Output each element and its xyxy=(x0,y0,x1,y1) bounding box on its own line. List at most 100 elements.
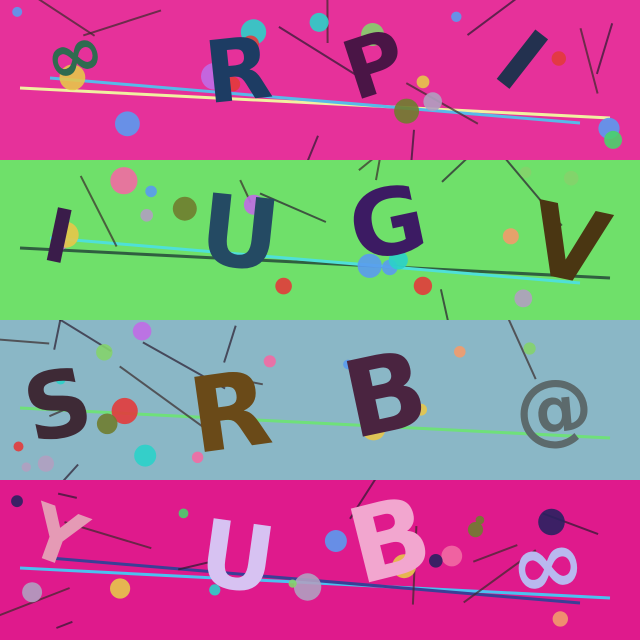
noise-dot xyxy=(467,522,484,538)
noise-dot xyxy=(604,130,623,149)
noise-dot xyxy=(552,611,568,627)
noise-line xyxy=(0,587,70,617)
noise-line xyxy=(375,160,381,181)
noise-dot xyxy=(538,508,565,536)
noise-dot xyxy=(392,554,417,579)
noise-line xyxy=(223,325,237,363)
noise-line xyxy=(142,341,226,390)
noise-line xyxy=(57,492,78,499)
noise-line xyxy=(472,544,518,563)
noise-line xyxy=(405,82,479,125)
noise-dot xyxy=(96,413,118,435)
noise-dot xyxy=(357,253,382,278)
noise-layer xyxy=(0,320,611,480)
captcha-char: U xyxy=(192,499,282,616)
captcha-band-3: S R B @ xyxy=(0,320,640,480)
noise-dot xyxy=(21,462,31,472)
noise-dot xyxy=(441,545,463,567)
noise-dot xyxy=(523,342,536,355)
noise-dot xyxy=(52,221,79,248)
noise-line xyxy=(49,402,80,418)
noise-dot xyxy=(361,23,385,46)
noise-layer xyxy=(12,0,623,160)
noise-dot xyxy=(394,502,405,513)
noise-line xyxy=(505,160,563,227)
noise-line xyxy=(82,9,162,37)
noise-line xyxy=(79,175,118,247)
noise-line xyxy=(349,480,376,520)
captcha-char: R xyxy=(199,17,277,125)
noise-line xyxy=(56,620,73,629)
noise-line xyxy=(507,320,537,380)
noise-dot xyxy=(451,11,462,22)
noise-dot xyxy=(209,584,221,596)
noise-dot xyxy=(324,530,347,552)
noise-dot xyxy=(191,451,204,463)
noise-dot xyxy=(132,321,152,341)
noise-line xyxy=(19,86,611,120)
noise-line xyxy=(58,320,112,353)
noise-line xyxy=(579,27,599,94)
noise-line xyxy=(463,549,537,604)
noise-line xyxy=(595,23,614,75)
noise-dot xyxy=(413,276,433,296)
noise-dot xyxy=(551,51,566,66)
noise-line xyxy=(19,246,611,280)
noise-line xyxy=(441,160,467,183)
noise-dot xyxy=(110,167,138,195)
noise-dot xyxy=(275,277,292,295)
noise-line xyxy=(278,26,362,79)
noise-line xyxy=(0,338,50,345)
noise-dot xyxy=(13,441,24,452)
noise-dot xyxy=(22,582,43,603)
noise-dot xyxy=(59,64,86,91)
captcha-char: R xyxy=(181,346,279,478)
captcha-char: U xyxy=(194,173,286,295)
noise-dot xyxy=(288,579,297,588)
noise-dot xyxy=(134,444,157,467)
noise-dot xyxy=(388,250,408,270)
noise-dot xyxy=(563,170,579,186)
noise-dot xyxy=(415,403,427,416)
noise-dot xyxy=(140,209,153,222)
noise-line xyxy=(358,160,374,171)
noise-dot xyxy=(343,359,353,370)
noise-layer xyxy=(0,480,611,629)
noise-dot xyxy=(361,416,386,441)
noise-dot xyxy=(37,455,55,472)
noise-dot xyxy=(243,194,264,215)
noise-line xyxy=(119,365,209,432)
noise-line xyxy=(49,236,581,285)
noise-dot xyxy=(115,111,140,137)
noise-dot xyxy=(263,355,276,368)
noise-layer xyxy=(19,160,611,320)
noise-line xyxy=(591,224,596,231)
noise-dot xyxy=(429,554,443,568)
noise-line xyxy=(64,521,152,550)
captcha-band-2: I U G V xyxy=(0,160,640,320)
noise-line xyxy=(217,374,263,386)
noise-dot xyxy=(145,185,157,198)
noise-line xyxy=(177,558,222,571)
noise-line xyxy=(49,76,581,125)
noise-dot xyxy=(423,92,443,111)
noise-line xyxy=(410,129,415,160)
noise-dot xyxy=(309,12,329,32)
captcha-char: @ xyxy=(511,360,597,458)
noise-dot xyxy=(502,228,519,245)
noise-dot xyxy=(55,374,66,385)
noise-dot xyxy=(293,573,322,601)
noise-line xyxy=(62,463,79,480)
noise-dot xyxy=(520,166,532,178)
noise-dot xyxy=(110,578,131,599)
captcha-band-4: Y U B ∞ xyxy=(0,480,640,640)
noise-dot xyxy=(394,98,420,124)
noise-line xyxy=(570,214,603,266)
noise-dot xyxy=(201,63,228,90)
noise-dot xyxy=(242,35,259,53)
noise-dot xyxy=(96,344,113,361)
noise-dot xyxy=(11,495,23,508)
captcha-char: ∞ xyxy=(502,507,592,622)
noise-dot xyxy=(514,289,533,308)
